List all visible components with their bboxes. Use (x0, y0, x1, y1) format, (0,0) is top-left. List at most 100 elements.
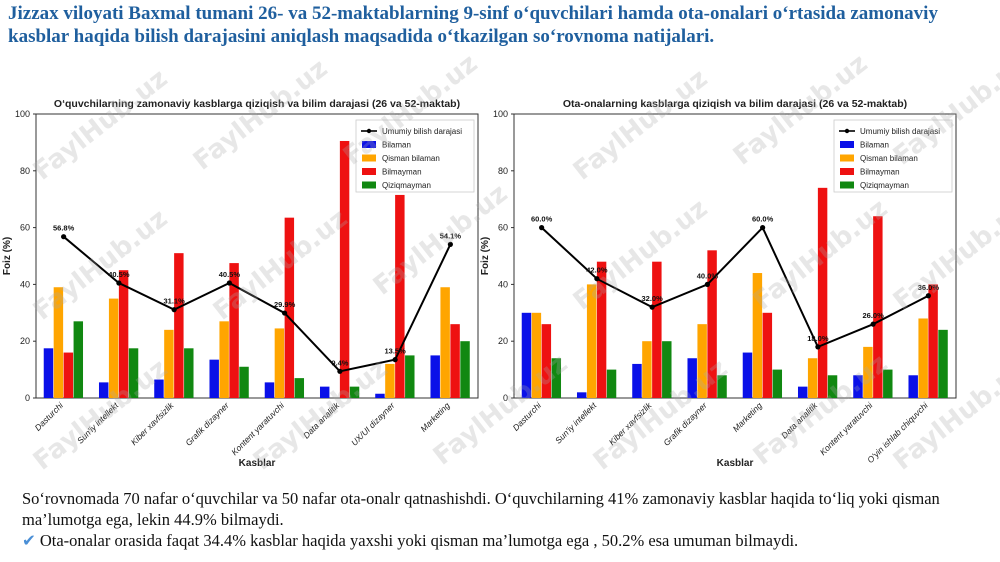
bar-bilmayman-kontent-yaratuvchi (873, 216, 883, 398)
line-data-label: 56.8% (53, 224, 75, 233)
line-point (282, 310, 288, 316)
line-point (337, 368, 343, 374)
x-tick-label: Marketing (731, 400, 765, 434)
bar-bilaman-grafik-dizayner (209, 359, 219, 398)
line-point (116, 280, 122, 286)
legend-label: Qiziqmayman (860, 181, 909, 190)
line-data-label: 26.0% (862, 311, 884, 320)
legend-label: Umumiy bilish darajasi (860, 127, 940, 136)
line-point (760, 225, 766, 231)
line-data-label: 42.0% (586, 266, 608, 275)
bar-bilaman-marketing (742, 352, 753, 398)
bar-bilaman-dasturchi (43, 348, 54, 398)
line-data-label: 18.0% (807, 334, 829, 343)
bar-qisman-bilaman-sun-iy-intellekt (108, 298, 119, 398)
bar-qisman-bilaman-o-yin-ishlab-chiquvchi (918, 318, 928, 398)
line-point (171, 307, 177, 313)
bar-qisman-bilaman-dasturchi (531, 312, 542, 398)
bar-qiziqmayman-grafik-dizayner (239, 366, 249, 398)
y-tick-label: 100 (493, 109, 508, 119)
x-tick-label: Kontent yaratuvchi (229, 400, 287, 458)
legend-line-marker (366, 128, 372, 134)
line-data-label: 40.5% (219, 270, 241, 279)
line-data-label: 40.5% (108, 270, 130, 279)
plot-frame (513, 113, 957, 399)
legend-label: Bilaman (382, 141, 411, 150)
chart-legend: Umumiy bilish darajasi Bilaman Qisman bila… (833, 119, 953, 193)
bar-bilmayman-marketing (762, 312, 773, 398)
line-data-label: 13.5% (384, 347, 406, 356)
line-data-label: 31.1% (163, 297, 185, 306)
legend-label: Qisman bilaman (860, 154, 918, 163)
summary-line-parents-text: Ota-onalar orasida faqat 34.4% kasblar h… (39, 531, 799, 550)
line-point (870, 321, 876, 327)
x-tick-label: Marketing (418, 400, 452, 434)
bar-bilaman-marketing (430, 355, 440, 398)
bar-bilmayman-ux-ui-dizayner (395, 194, 405, 398)
chart-title: Ota-onalarning kasblarga qiziqish va bil… (563, 98, 907, 110)
bar-qisman-bilaman-sun-iy-intellekt (586, 284, 597, 398)
bar-qisman-bilaman-grafik-dizayner (219, 321, 229, 398)
legend-label: Bilmayman (382, 168, 422, 177)
legend-label: Bilaman (860, 141, 889, 150)
y-tick-label: 0 (503, 393, 508, 403)
bar-qisman-bilaman-kontent-yaratuvchi (863, 346, 873, 398)
bar-bilaman-sun-iy-intellekt (576, 392, 587, 398)
bar-qiziqmayman-kiber-xavfsizlik (184, 348, 194, 398)
summary-line-parents: ✔ Ota-onalar orasida faqat 34.4% kasblar … (22, 530, 997, 551)
plot-frame (35, 113, 479, 399)
bar-bilmayman-kiber-xavfsizlik (174, 253, 184, 398)
bar-bilmayman-grafik-dizayner (707, 250, 717, 398)
bar-qiziqmayman-dasturchi (551, 358, 562, 398)
line-point (392, 357, 398, 363)
y-tick-label: 80 (498, 166, 508, 176)
line-umumiy-bilish-darajasi (62, 235, 452, 373)
x-tick-label: O'yin ishlab chiquvchi (865, 400, 930, 465)
chart-svg-0: O‘quvchilarning zamonaviy kasblarga qizi… (2, 98, 479, 469)
chart-title: O‘quvchilarning zamonaviy kasblarga qizi… (54, 98, 460, 110)
bar-bilaman-kiber-xavfsizlik (632, 363, 642, 398)
line-data-label: 9.4% (331, 358, 348, 367)
line-point (61, 234, 67, 240)
bar-bilaman-o-yin-ishlab-chiquvchi (908, 375, 918, 398)
bar-qisman-bilaman-marketing (440, 287, 450, 398)
bar-bilmayman-marketing (450, 324, 460, 398)
bar-qisman-bilaman-grafik-dizayner (697, 324, 707, 398)
y-tick-label: 20 (498, 336, 508, 346)
legend-swatch (840, 181, 854, 189)
bar-bilaman-data-analitik (319, 386, 330, 398)
bar-qiziqmayman-sun-iy-intellekt (606, 369, 617, 398)
y-tick-label: 60 (20, 223, 30, 233)
checkmark-icon: ✔ (22, 531, 36, 550)
bar-qiziqmayman-data-analitik (349, 386, 360, 398)
x-axis-label: Kasblar (717, 458, 754, 469)
chart-legend: Umumiy bilish darajasi Bilaman Qisman bila… (355, 119, 475, 193)
parents-chart: Ota-onalarning kasblarga qiziqish va bil… (478, 94, 968, 474)
legend-label: Umumiy bilish darajasi (382, 127, 462, 136)
y-tick-label: 20 (20, 336, 30, 346)
bar-qiziqmayman-kontent-yaratuvchi (883, 369, 893, 398)
bar-qiziqmayman-o-yin-ishlab-chiquvchi (938, 329, 948, 398)
line-data-label: 54.1% (440, 231, 462, 240)
bar-bilmayman-dasturchi (63, 352, 74, 398)
legend-label: Bilmayman (860, 168, 900, 177)
legend-swatch (362, 181, 376, 189)
bar-bilmayman-o-yin-ishlab-chiquvchi (928, 284, 938, 398)
line-data-label: 60.0% (752, 215, 774, 224)
line-data-label: 60.0% (531, 215, 553, 224)
line-point (649, 304, 655, 310)
line-point (539, 225, 545, 231)
bar-bilaman-kiber-xavfsizlik (154, 379, 164, 398)
line-point (815, 344, 821, 350)
y-tick-label: 40 (20, 279, 30, 289)
bar-qiziqmayman-grafik-dizayner (717, 375, 727, 398)
y-axis-label: Foiz (%) (480, 237, 491, 275)
y-tick-label: 0 (25, 393, 30, 403)
x-tick-label: Sun'iy intellekt (553, 400, 599, 446)
bar-qisman-bilaman-kiber-xavfsizlik (642, 341, 652, 398)
bar-bilmayman-sun-iy-intellekt (596, 261, 607, 398)
chart-svg-1: Ota-onalarning kasblarga qiziqish va bil… (480, 98, 957, 469)
x-tick-label: Data analitik (301, 400, 342, 441)
bar-qisman-bilaman-ux-ui-dizayner (385, 363, 395, 398)
bar-bilaman-dasturchi (521, 312, 532, 398)
